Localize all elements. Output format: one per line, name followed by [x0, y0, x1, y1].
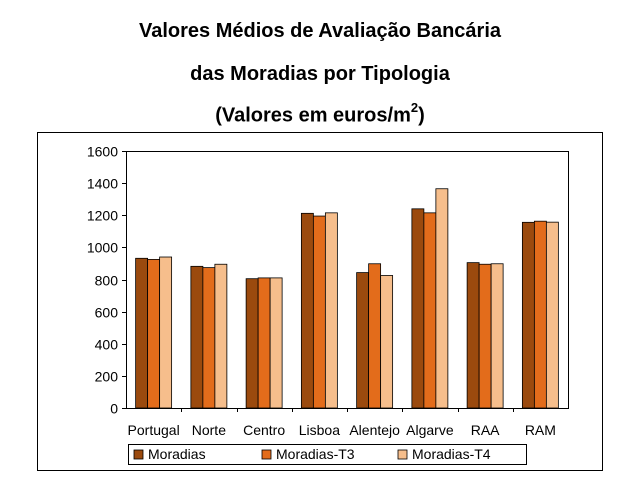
bar-moradias-t3	[257, 277, 271, 409]
x-tick-label: Portugal	[128, 422, 180, 438]
y-tick-label: 400	[95, 337, 119, 353]
x-tick-label: Lisboa	[299, 422, 340, 438]
y-tick-label: 800	[95, 273, 119, 289]
bar-moradias-t4	[545, 221, 559, 409]
bar-moradias	[190, 265, 204, 409]
bar-moradias-t3	[202, 267, 216, 409]
bar-moradias-t3	[312, 215, 326, 409]
bar-moradias-t4	[214, 263, 228, 409]
chart-title-line-2: das Moradias por Tipologia	[190, 63, 450, 85]
legend-swatch	[133, 449, 144, 460]
bar-moradias-t4	[435, 188, 449, 409]
bar-moradias-t3	[423, 212, 437, 409]
y-tick-label: 1000	[87, 240, 118, 256]
x-tick-label: Alentejo	[349, 422, 400, 438]
chart-subtitle: (Valores em euros/m2)	[0, 98, 640, 128]
chart-title-line-1: Valores Médios de Avaliação Bancária	[138, 20, 502, 42]
bar-moradias	[411, 208, 425, 409]
legend-swatch	[397, 449, 408, 460]
legend-swatch	[261, 449, 272, 460]
chart-border	[37, 132, 603, 471]
bar-moradias-t3	[147, 259, 161, 409]
legend	[128, 444, 527, 465]
bar-moradias-t3	[368, 263, 382, 409]
bar-moradias	[356, 272, 370, 409]
y-tick-label: 200	[95, 369, 119, 385]
bar-moradias	[300, 212, 314, 409]
y-tick-label: 600	[95, 305, 119, 321]
bar-moradias-t3	[478, 263, 492, 409]
legend-label: Moradias-T3	[276, 446, 355, 462]
x-tick-label: Centro	[243, 422, 285, 438]
bar-moradias	[521, 221, 535, 409]
bar-moradias-t4	[380, 275, 394, 409]
y-tick-label: 1200	[87, 208, 118, 224]
subtitle-close: )	[418, 104, 425, 127]
bar-moradias-t4	[269, 277, 283, 409]
x-tick-label: RAA	[471, 422, 500, 438]
bar-moradias-t4	[324, 212, 338, 409]
legend-label: Moradias-T4	[412, 446, 491, 462]
bar-moradias	[135, 257, 149, 409]
x-tick-label: Norte	[192, 422, 226, 438]
y-tick-label: 1600	[87, 144, 118, 160]
subtitle-text: (Valores em euros/m	[215, 104, 411, 127]
x-tick-label: Algarve	[406, 422, 454, 438]
y-tick-label: 1400	[87, 176, 118, 192]
legend-label: Moradias	[148, 446, 206, 462]
bar-moradias	[466, 262, 480, 409]
bar-moradias	[245, 278, 259, 409]
subtitle-superscript: 2	[410, 100, 419, 115]
bar-moradias-t4	[159, 256, 173, 409]
x-tick-label: RAM	[525, 422, 556, 438]
y-tick-label: 0	[110, 401, 118, 417]
bar-moradias-t4	[490, 263, 504, 409]
bar-moradias-t3	[533, 220, 547, 409]
